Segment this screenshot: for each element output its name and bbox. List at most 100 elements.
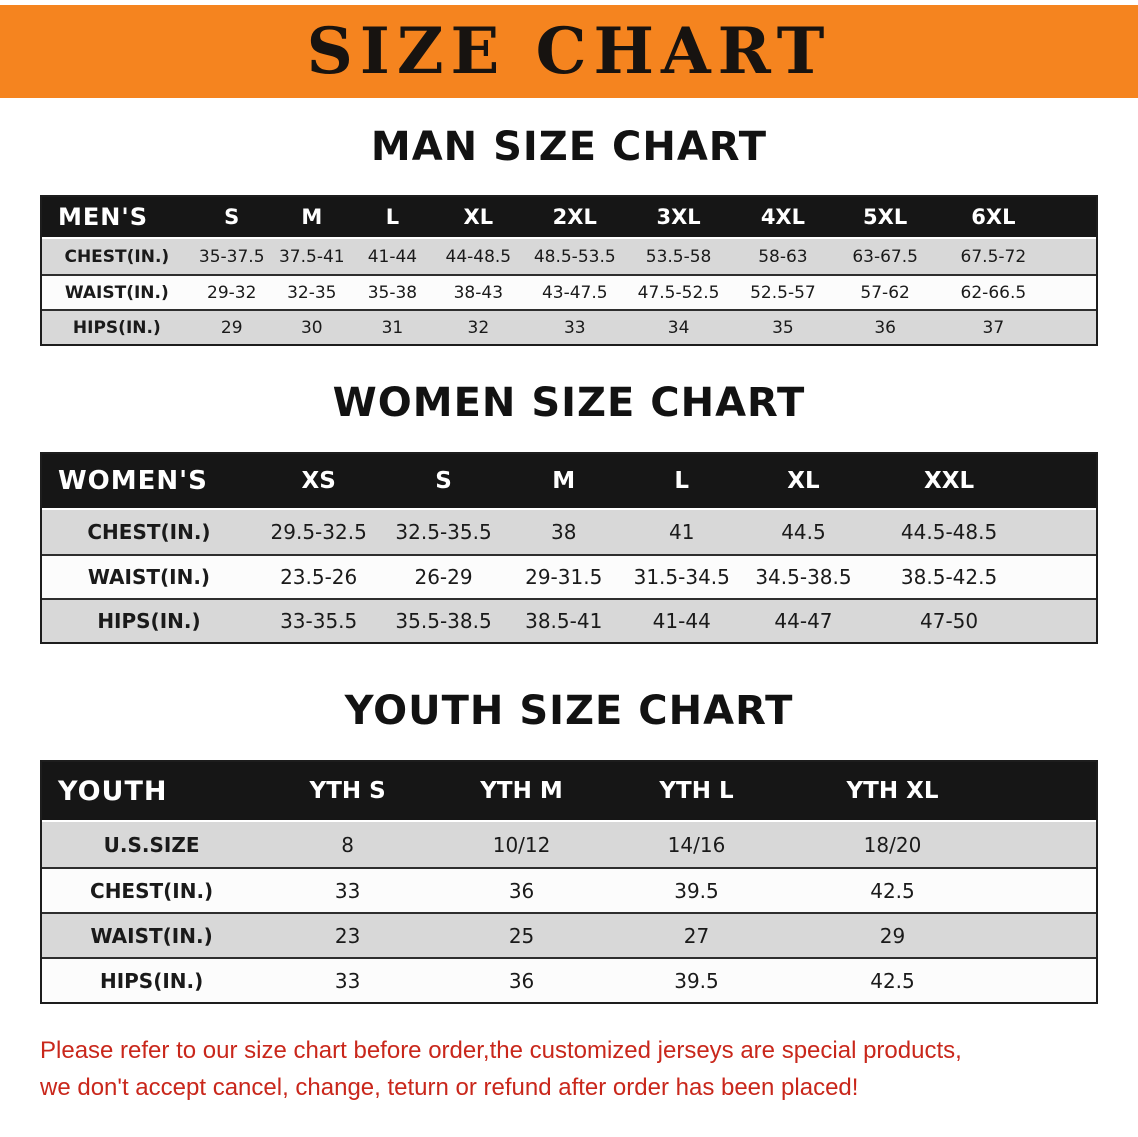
size-column-header: YTH M [434, 762, 610, 822]
size-value-cell: 36 [434, 867, 610, 912]
table-row: CHEST(IN.) 29.5-32.5 32.5-35.5 38 41 44.5 44.5… [42, 510, 1096, 554]
size-value-cell: 63-67.5 [834, 239, 936, 274]
size-value-cell: 52.5-57 [731, 274, 835, 309]
size-column-header: L [621, 454, 742, 510]
size-value-cell: 23.5-26 [255, 554, 382, 598]
size-value-cell: 29-32 [191, 274, 272, 309]
size-value-cell: 36 [834, 309, 936, 344]
size-value-cell: 23 [261, 912, 435, 957]
size-value-cell: 41 [621, 510, 742, 554]
row-label: CHEST(IN.) [42, 239, 192, 274]
size-value-cell: 58-63 [731, 239, 835, 274]
size-chart-content: MAN SIZE CHART MEN'S S M L XL 2XL 3XL 4XL 5XL 6XL C… [0, 124, 1138, 1106]
size-column-header: 4XL [731, 197, 835, 239]
size-column-header: 5XL [834, 197, 936, 239]
row-label: CHEST(IN.) [42, 510, 256, 554]
size-column-header: YTH L [609, 762, 784, 822]
size-value-cell: 38-43 [433, 274, 524, 309]
size-column-header: XXL [865, 454, 1096, 510]
size-chart-banner: SIZE CHART [0, 5, 1138, 98]
size-value-cell: 47.5-52.5 [625, 274, 732, 309]
size-column-header: XL [741, 454, 866, 510]
size-value-cell: 33 [261, 867, 435, 912]
size-value-cell: 35 [731, 309, 835, 344]
order-notice: Please refer to our size chart before or… [40, 1032, 1098, 1106]
size-value-cell: 44.5 [741, 510, 866, 554]
size-value-cell: 25 [434, 912, 610, 957]
row-label: U.S.SIZE [42, 822, 262, 867]
men-section-heading: MAN SIZE CHART [370, 124, 768, 170]
table-row: WAIST(IN.) 23 25 27 29 [42, 912, 1096, 957]
size-column-header: YTH S [261, 762, 435, 822]
table-title-header: MEN'S [42, 197, 192, 239]
row-label: HIPS(IN.) [42, 309, 192, 344]
women-section-heading: WOMEN SIZE CHART [332, 380, 806, 426]
size-value-cell: 37 [935, 309, 1096, 344]
table-row: U.S.SIZE 8 10/12 14/16 18/20 [42, 822, 1096, 867]
size-value-cell: 57-62 [834, 274, 936, 309]
size-column-header: 6XL [935, 197, 1096, 239]
notice-line-1: Please refer to our size chart before or… [40, 1037, 962, 1064]
size-value-cell: 32-35 [271, 274, 352, 309]
size-column-header: S [381, 454, 506, 510]
size-value-cell: 30 [271, 309, 352, 344]
size-value-cell: 39.5 [609, 867, 784, 912]
size-value-cell: 29 [783, 912, 1096, 957]
size-value-cell: 53.5-58 [625, 239, 732, 274]
women-size-table: WOMEN'S XS S M L XL XXL CHEST(IN.) 29.5-32.5 32.5… [40, 452, 1098, 644]
size-value-cell: 18/20 [783, 822, 1096, 867]
page-title: SIZE CHART [306, 14, 832, 89]
size-value-cell: 42.5 [783, 957, 1096, 1002]
table-title-header: WOMEN'S [42, 454, 256, 510]
size-value-cell: 62-66.5 [935, 274, 1096, 309]
size-column-header: M [271, 197, 352, 239]
size-value-cell: 31.5-34.5 [621, 554, 742, 598]
size-value-cell: 44-47 [741, 598, 866, 642]
size-value-cell: 35-38 [351, 274, 433, 309]
size-column-header: L [351, 197, 433, 239]
size-value-cell: 38.5-42.5 [865, 554, 1096, 598]
size-value-cell: 33-35.5 [255, 598, 382, 642]
youth-header-row: YOUTH YTH S YTH M YTH L YTH XL [42, 762, 1096, 822]
size-value-cell: 33 [523, 309, 626, 344]
size-value-cell: 48.5-53.5 [523, 239, 626, 274]
size-column-header: XS [255, 454, 382, 510]
size-sections: MAN SIZE CHART MEN'S S M L XL 2XL 3XL 4XL 5XL 6XL C… [40, 124, 1098, 1004]
table-title-header: YOUTH [42, 762, 262, 822]
women-header-row: WOMEN'S XS S M L XL XXL [42, 454, 1096, 510]
table-row: HIPS(IN.) 29 30 31 32 33 34 35 36 37 [42, 309, 1096, 344]
size-value-cell: 34.5-38.5 [741, 554, 866, 598]
men-size-section: MAN SIZE CHART MEN'S S M L XL 2XL 3XL 4XL 5XL 6XL C… [40, 124, 1098, 346]
youth-section-heading: YOUTH SIZE CHART [344, 688, 794, 734]
size-column-header: YTH XL [783, 762, 1096, 822]
table-row: WAIST(IN.) 23.5-26 26-29 29-31.5 31.5-34.5 34… [42, 554, 1096, 598]
size-column-header: S [191, 197, 272, 239]
row-label: WAIST(IN.) [42, 554, 256, 598]
size-value-cell: 29.5-32.5 [255, 510, 382, 554]
size-value-cell: 32.5-35.5 [381, 510, 506, 554]
size-value-cell: 29 [191, 309, 272, 344]
size-value-cell: 41-44 [351, 239, 433, 274]
notice-line-2: we don't accept cancel, change, teturn o… [40, 1074, 859, 1102]
youth-size-table: YOUTH YTH S YTH M YTH L YTH XL U.S.SIZE 8 10/12… [40, 760, 1098, 1004]
men-size-table: MEN'S S M L XL 2XL 3XL 4XL 5XL 6XL CHEST(IN.) 35-37… [40, 195, 1098, 346]
table-row: WAIST(IN.) 29-32 32-35 35-38 38-43 43-47.5 47.… [42, 274, 1096, 309]
size-value-cell: 33 [261, 957, 435, 1002]
size-value-cell: 10/12 [434, 822, 610, 867]
size-value-cell: 47-50 [865, 598, 1096, 642]
men-header-row: MEN'S S M L XL 2XL 3XL 4XL 5XL 6XL [42, 197, 1096, 239]
size-value-cell: 31 [351, 309, 433, 344]
size-value-cell: 35-37.5 [191, 239, 272, 274]
size-value-cell: 38.5-41 [505, 598, 622, 642]
table-row: CHEST(IN.) 35-37.5 37.5-41 41-44 44-48.5 48.5… [42, 239, 1096, 274]
women-size-section: WOMEN SIZE CHART WOMEN'S XS S M L XL XXL CHEST(I… [40, 380, 1098, 644]
size-column-header: M [505, 454, 622, 510]
size-value-cell: 39.5 [609, 957, 784, 1002]
size-column-header: XL [433, 197, 524, 239]
size-value-cell: 41-44 [621, 598, 742, 642]
size-value-cell: 67.5-72 [935, 239, 1096, 274]
size-value-cell: 36 [434, 957, 610, 1002]
size-value-cell: 37.5-41 [271, 239, 352, 274]
row-label: WAIST(IN.) [42, 274, 192, 309]
table-row: HIPS(IN.) 33-35.5 35.5-38.5 38.5-41 41-44 44-… [42, 598, 1096, 642]
